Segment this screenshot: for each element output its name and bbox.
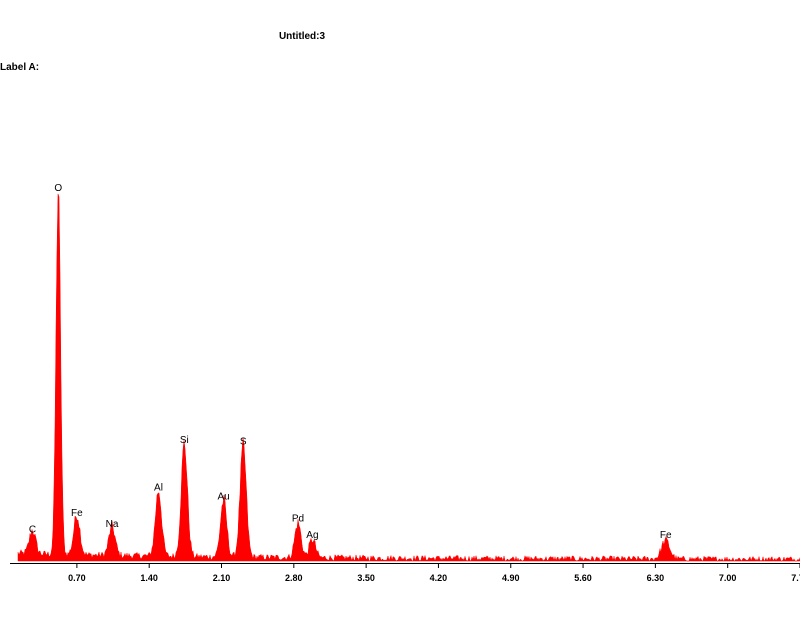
peak-label: O: [54, 183, 62, 194]
peak-label: Pd: [292, 513, 304, 524]
x-tick-label: 7.70: [791, 573, 800, 583]
x-tick-label: 3.50: [357, 573, 375, 583]
x-tick-label: 4.20: [430, 573, 448, 583]
peak-label: S: [240, 437, 247, 448]
spectrum-trace: [17, 193, 800, 562]
peak-label: Fe: [71, 508, 83, 519]
x-tick-label: 0.70: [68, 573, 86, 583]
spectrum-series: [17, 193, 800, 562]
label-a: Label A:: [0, 62, 40, 73]
peak-label: C: [29, 524, 36, 535]
peak-label: Ag: [306, 530, 318, 541]
peak-label: Au: [217, 491, 229, 502]
x-tick-label: 2.10: [213, 573, 231, 583]
x-tick-label: 4.90: [502, 573, 520, 583]
peak-label: Al: [154, 482, 163, 493]
x-tick-label: 6.30: [647, 573, 665, 583]
x-tick-label: 5.60: [574, 573, 592, 583]
chart-title: Untitled:3: [278, 31, 326, 42]
peak-label: Fe: [660, 530, 672, 541]
x-tick-label: 2.80: [285, 573, 303, 583]
x-tick-label: 7.00: [719, 573, 737, 583]
x-tick-label: 1.40: [140, 573, 158, 583]
peak-label: Si: [180, 435, 189, 446]
x-axis-ticks: 0.70 1.40 2.10 2.80 3.50 4.20 4.90 5.60 6.30 7.00…: [68, 563, 800, 583]
peak-label: Na: [106, 519, 119, 530]
